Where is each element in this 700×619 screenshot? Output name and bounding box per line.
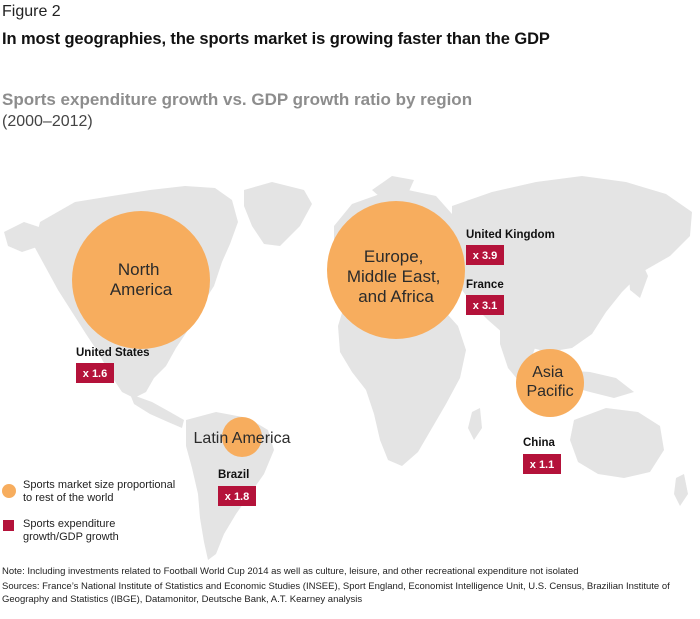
ratio-value-china: x 1.1	[530, 459, 554, 471]
country-france: France x 3.1	[466, 279, 504, 315]
figure-title: In most geographies, the sports market i…	[2, 30, 550, 48]
label-north-america-line1: North	[118, 260, 160, 279]
label-emea-line2: Middle East,	[347, 267, 441, 286]
land-africa	[338, 292, 466, 466]
land-india	[500, 318, 540, 380]
bubble-emea	[327, 201, 465, 339]
land-asia	[452, 176, 692, 352]
country-name-united-states: United States	[76, 347, 150, 359]
chart-subtitle: (2000–2012)	[2, 113, 93, 130]
bubble-asia-pacific	[516, 349, 584, 417]
land-australia	[570, 408, 664, 478]
label-asia-pacific-line1: Asia	[532, 364, 563, 381]
ratio-box-france	[466, 295, 504, 315]
legend-circle-icon	[2, 484, 16, 498]
country-united-states: United States x 1.6	[76, 347, 150, 383]
ratio-value-brazil: x 1.8	[225, 491, 249, 503]
figure-label: Figure 2	[2, 3, 61, 20]
ratio-box-united-kingdom	[466, 245, 504, 265]
legend-circle-text: Sports market size proportional to rest …	[23, 479, 178, 504]
label-emea: Europe, Middle East, and Africa	[347, 247, 445, 306]
country-name-united-kingdom: United Kingdom	[466, 229, 555, 241]
land-japan	[628, 258, 648, 298]
ratio-value-france: x 3.1	[473, 300, 497, 312]
country-united-kingdom: United Kingdom x 3.9	[466, 229, 555, 265]
land-central-america	[130, 394, 184, 428]
country-china: China x 1.1	[523, 437, 561, 474]
legend: Sports market size proportional to rest …	[2, 479, 178, 543]
footnote: Note: Including investments related to F…	[2, 566, 579, 577]
legend-square-text-line2: growth/GDP growth	[23, 531, 119, 543]
land-alaska	[4, 222, 42, 252]
label-latin-america: Latin America	[194, 430, 291, 447]
legend-square-text: Sports expenditure growth/GDP growth	[23, 518, 119, 543]
region-bubbles	[72, 201, 584, 457]
country-brazil: Brazil x 1.8	[218, 469, 256, 506]
country-name-china: China	[523, 437, 556, 449]
bubble-north-america	[72, 211, 210, 349]
chart-title: Sports expenditure growth vs. GDP growth…	[2, 90, 473, 109]
legend-square-icon	[3, 520, 14, 531]
bubble-latin-america	[222, 417, 262, 457]
label-emea-line1: Europe,	[364, 247, 424, 266]
land-new-zealand	[674, 474, 688, 506]
label-asia-pacific-line2: Pacific	[526, 383, 573, 400]
land-greenland	[244, 182, 312, 246]
legend-circle-text-line2: to rest of the world	[23, 492, 114, 504]
legend-circle-text-line1: Sports market size proportional	[23, 479, 175, 491]
country-name-brazil: Brazil	[218, 469, 249, 481]
sources: Sources: France’s National Institute of …	[2, 581, 670, 605]
ratio-value-united-states: x 1.6	[83, 368, 107, 380]
ratio-box-brazil	[218, 486, 256, 506]
country-name-france: France	[466, 279, 504, 291]
land-madagascar	[468, 408, 482, 440]
label-north-america-line2: America	[110, 280, 173, 299]
label-emea-line3: and Africa	[358, 287, 434, 306]
land-scandinavia	[372, 176, 414, 204]
ratio-box-china	[523, 454, 561, 474]
label-north-america: North America	[110, 260, 173, 299]
ratio-box-united-states	[76, 363, 114, 383]
ratio-value-united-kingdom: x 3.9	[473, 250, 497, 262]
legend-square-text-line1: Sports expenditure	[23, 518, 115, 530]
label-asia-pacific: Asia Pacific	[526, 364, 573, 400]
